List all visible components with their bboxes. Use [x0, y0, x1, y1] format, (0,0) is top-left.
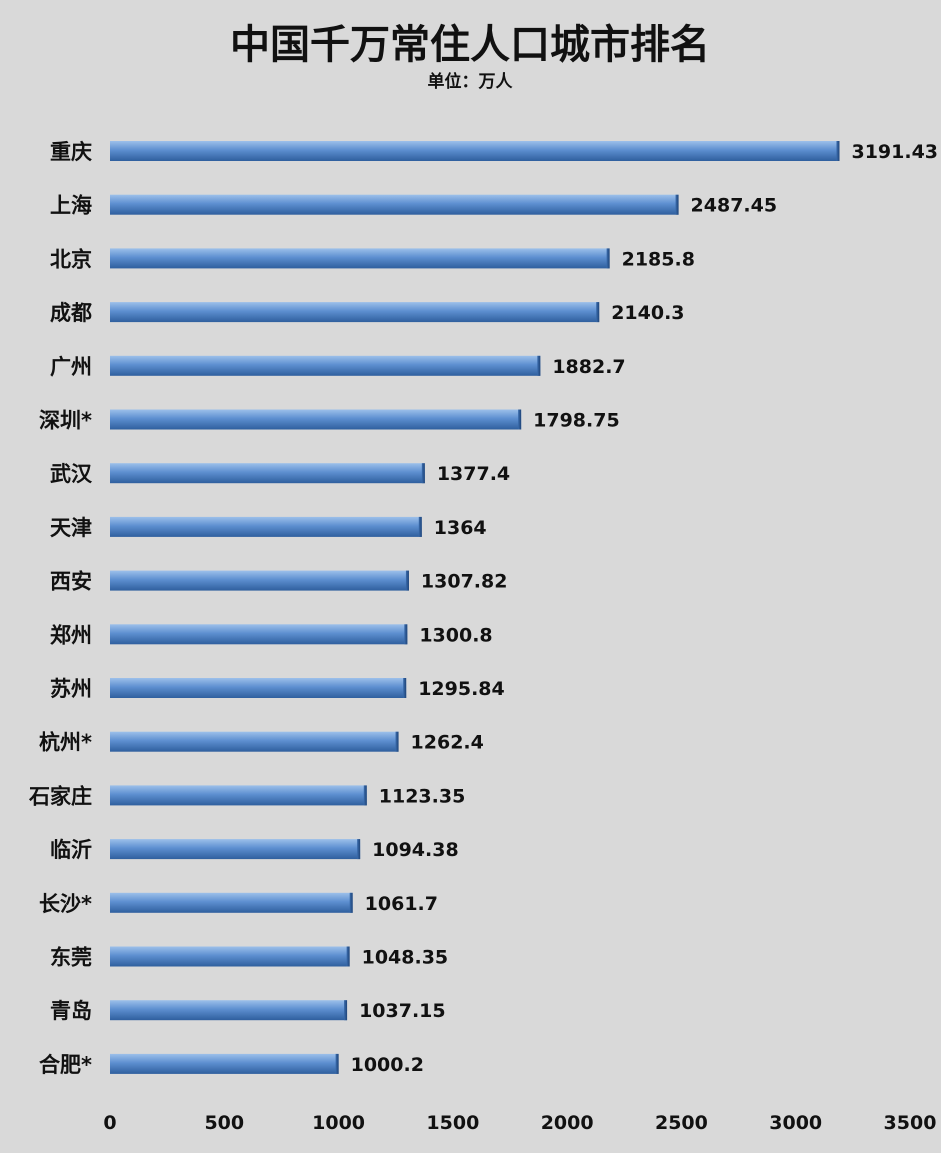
bar-end-cap [606, 248, 610, 269]
bar-end-cap [349, 892, 353, 913]
category-label: 上海 [50, 194, 92, 218]
value-label: 1000.2 [351, 1054, 424, 1076]
x-axis: 0 500 1000 1500 2000 2500 3000 3500 [103, 1112, 936, 1134]
bar-end-cap [518, 409, 522, 430]
x-tick-label: 3500 [884, 1112, 937, 1134]
bars-group: 重庆 3191.43 上海 2487.45 北京 2185.8 成都 2140.3 广州 1882… [28, 140, 938, 1077]
value-label: 2185.8 [622, 248, 695, 270]
bar [110, 516, 422, 537]
bar [110, 624, 408, 645]
value-label: 1377.4 [437, 463, 510, 485]
category-label: 石家庄 [28, 784, 92, 808]
bar-end-cap [537, 355, 541, 376]
bar [110, 892, 353, 913]
bar-end-cap [405, 570, 409, 591]
category-label: 临沂 [50, 838, 92, 862]
chart-title: 中国千万常住人口城市排名 [230, 22, 710, 68]
category-label: 成都 [50, 301, 92, 325]
category-label: 合肥* [39, 1053, 92, 1077]
bar [110, 785, 367, 806]
bar [110, 194, 679, 215]
bar-end-cap [418, 516, 422, 537]
x-tick-label: 2000 [541, 1112, 594, 1134]
bar [110, 355, 541, 376]
chart-subtitle: 单位：万人 [428, 71, 514, 92]
value-label: 1048.35 [362, 947, 449, 969]
category-label: 北京 [50, 247, 92, 271]
bar-end-cap [395, 731, 399, 752]
value-label: 1037.15 [359, 1000, 446, 1022]
category-label: 杭州* [39, 731, 92, 755]
x-tick-label: 0 [103, 1112, 116, 1134]
bar-end-cap [335, 1053, 339, 1074]
bar [110, 1000, 348, 1021]
bar [110, 248, 610, 269]
value-label: 2487.45 [691, 195, 778, 217]
x-tick-label: 500 [204, 1112, 244, 1134]
value-label: 1123.35 [379, 785, 466, 807]
bar [110, 678, 407, 698]
category-label: 青岛 [50, 999, 92, 1023]
category-label: 武汉 [50, 462, 93, 486]
bar-end-cap [675, 194, 679, 215]
bar [110, 946, 350, 967]
bar [110, 1053, 339, 1074]
bar-end-cap [404, 624, 408, 645]
category-label: 重庆 [50, 140, 92, 164]
bar-end-cap [421, 463, 425, 484]
category-label: 长沙* [39, 892, 92, 916]
bar [110, 731, 399, 752]
bar [110, 570, 409, 591]
value-label: 1300.8 [419, 624, 492, 646]
category-label: 深圳* [39, 409, 92, 433]
bar-end-cap [836, 141, 840, 161]
x-tick-label: 2500 [655, 1112, 708, 1134]
x-tick-label: 1000 [312, 1112, 365, 1134]
x-tick-label: 1500 [426, 1112, 479, 1134]
x-tick-label: 3000 [769, 1112, 822, 1134]
value-label: 1061.7 [365, 893, 438, 915]
bar-end-cap [346, 946, 350, 967]
category-label: 东莞 [50, 946, 92, 970]
bar [110, 839, 361, 860]
value-label: 1882.7 [552, 356, 625, 378]
bar-end-cap [344, 1000, 348, 1021]
category-label: 广州 [50, 355, 92, 379]
value-label: 1307.82 [421, 571, 508, 593]
value-label: 1798.75 [533, 410, 620, 432]
value-label: 1094.38 [372, 839, 459, 861]
bar [110, 302, 600, 323]
bar-end-cap [596, 302, 600, 323]
bar-end-cap [363, 785, 367, 806]
value-label: 1262.4 [411, 732, 484, 754]
bar [110, 141, 840, 161]
category-label: 郑州 [50, 623, 92, 647]
value-label: 2140.3 [611, 302, 684, 324]
category-label: 苏州 [50, 677, 92, 701]
value-label: 3191.43 [851, 141, 938, 163]
value-label: 1364 [434, 517, 487, 539]
bar-end-cap [403, 678, 407, 698]
bar [110, 409, 522, 430]
bar-end-cap [357, 839, 361, 860]
category-label: 西安 [50, 570, 92, 594]
value-label: 1295.84 [418, 678, 505, 700]
category-label: 天津 [50, 516, 92, 540]
bar [110, 463, 425, 484]
